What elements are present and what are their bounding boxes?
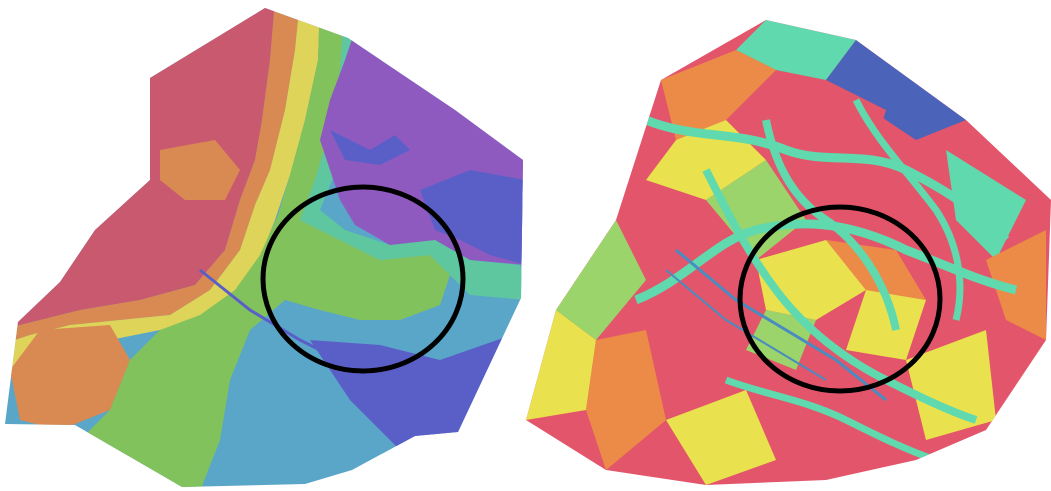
right-map-svg [526,20,1051,485]
right-orange-right [986,230,1046,340]
right-yellow-center-2 [846,290,926,360]
left-panel-smooth-map [5,8,523,487]
right-teal-right [946,150,1026,260]
right-orange-top [661,50,776,140]
right-river-line [675,248,887,402]
left-indigo-patch [420,170,523,265]
right-blue-top [826,40,966,140]
right-yellow-left [526,310,596,420]
right-panel-mesh-map [526,0,1051,491]
right-network-line-1 [644,115,1010,244]
left-orange-lower [10,325,130,430]
right-green-left [556,220,646,340]
left-orange-island [160,140,240,200]
right-highlight-ellipse [737,204,943,394]
right-network-line-6 [724,376,938,464]
left-orange-region [5,8,300,345]
right-green-top [706,160,806,260]
right-map-regions [526,20,1051,485]
left-green-region [80,8,450,487]
right-yellow-bottom [666,390,776,485]
right-river-line-2 [665,269,827,381]
right-network-line-4 [762,119,900,331]
left-indigo-patch-2 [330,130,410,165]
left-map-regions [5,8,523,487]
left-highlight-ellipse [260,184,466,374]
left-teal-band [300,8,523,300]
right-network-line-3 [702,168,978,424]
left-map-svg [5,8,523,487]
right-orange-left [586,330,666,470]
right-yellow-lower [906,330,996,440]
right-network-line-5 [852,98,964,321]
